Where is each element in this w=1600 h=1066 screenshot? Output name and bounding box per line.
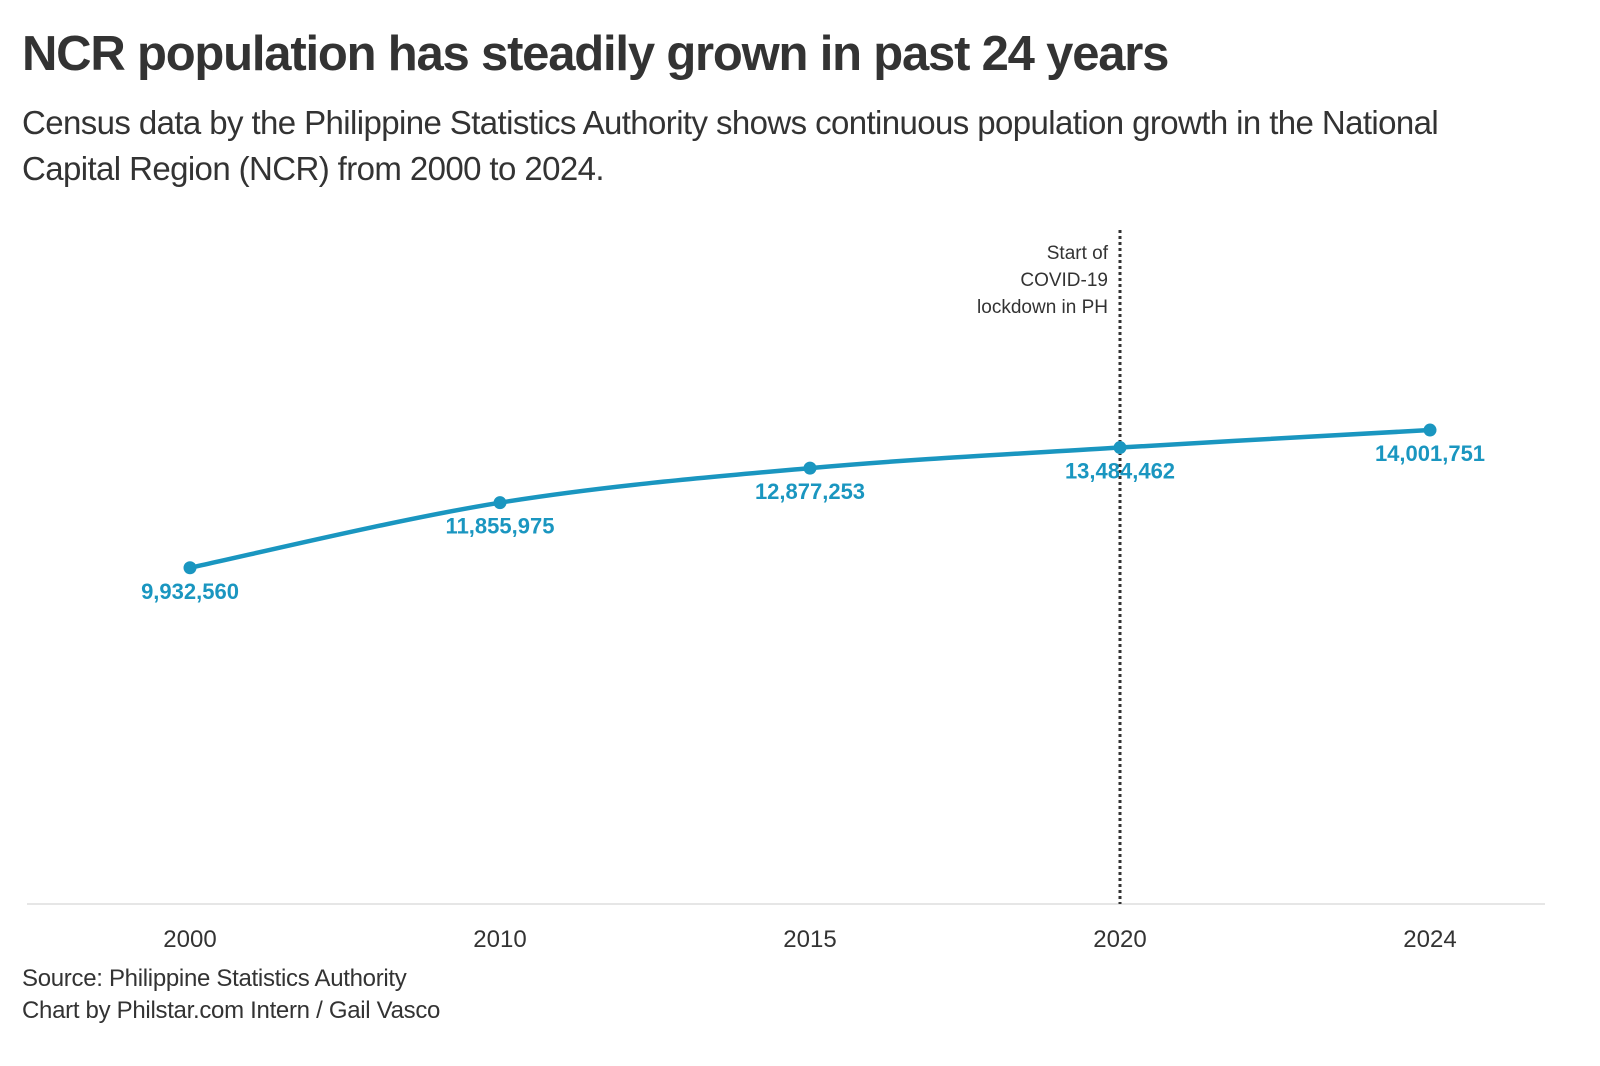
data-point-2024 [1423,423,1437,437]
chart-title: NCR population has steadily grown in pas… [22,27,1169,81]
chart-subtitle: Census data by the Philippine Statistics… [22,104,1439,187]
chart-credit: Chart by Philstar.com Intern / Gail Vasc… [22,997,441,1024]
x-tick-label-2000: 2000 [163,926,216,953]
data-label-2010: 11,855,975 [446,514,555,539]
footer: Source: Philippine Statistics Authority … [22,963,440,1027]
data-label-2000: 9,932,560 [141,579,239,604]
x-tick-label-2024: 2024 [1403,926,1456,953]
x-tick-label-2010: 2010 [473,926,526,953]
covid-annotation-text-1: Start of [1047,243,1109,264]
data-label-2015: 12,877,253 [755,479,865,504]
x-tick-label-2015: 2015 [783,926,836,953]
data-label-2024: 14,001,751 [1375,441,1485,466]
data-point-2010 [493,496,507,510]
data-point-2020 [1113,441,1127,455]
data-point-2015 [803,461,817,475]
source-note: Source: Philippine Statistics Authority [22,965,407,992]
covid-annotation-text-3: lockdown in PH [977,297,1108,318]
covid-annotation-text-2: COVID-19 [1020,270,1108,291]
data-point-2000 [183,561,197,575]
x-tick-label-2020: 2020 [1093,926,1146,953]
data-label-2020: 13,484,462 [1065,459,1175,484]
